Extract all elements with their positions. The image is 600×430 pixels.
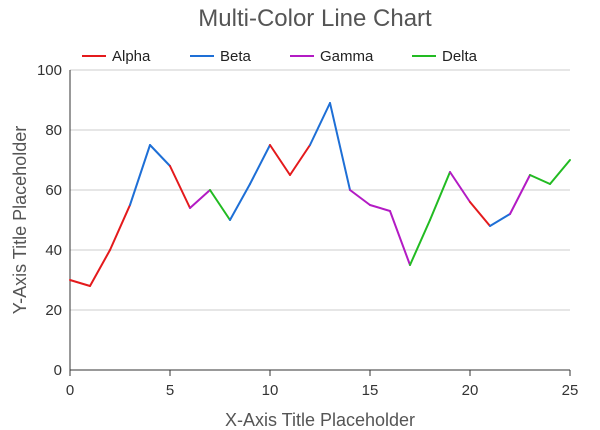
legend: Alpha Beta Gamma Delta <box>82 48 478 65</box>
y-tick-label: 20 <box>45 302 62 319</box>
line-segment-gamma <box>369 204 391 212</box>
x-tick-label: 10 <box>262 382 279 399</box>
line-segment-beta <box>129 144 151 206</box>
line-segment-beta <box>249 144 271 185</box>
legend-label: Delta <box>442 48 478 65</box>
y-axis-title: Y-Axis Title Placeholder <box>10 126 30 314</box>
line-segment-alpha <box>269 144 291 176</box>
line-segment-gamma <box>189 189 211 209</box>
legend-label: Gamma <box>320 48 374 65</box>
line-segment-delta <box>529 174 551 185</box>
line-segment-gamma <box>449 171 471 203</box>
line-segment-delta <box>409 219 431 266</box>
line-segment-gamma <box>349 189 371 206</box>
axes <box>69 70 571 376</box>
legend-label: Alpha <box>112 48 151 65</box>
x-tick-label: 25 <box>562 382 579 399</box>
line-segment-alpha <box>469 201 491 227</box>
y-tick-label: 40 <box>45 242 62 259</box>
line-segment-alpha <box>69 279 91 287</box>
x-tick-label: 20 <box>462 382 479 399</box>
chart-title: Multi-Color Line Chart <box>198 5 432 32</box>
legend-item-beta[interactable]: Beta <box>190 48 252 65</box>
legend-label: Beta <box>220 48 252 65</box>
line-segment-gamma <box>509 174 531 215</box>
gridlines <box>70 69 570 311</box>
x-tick-label: 0 <box>66 382 74 399</box>
legend-item-gamma[interactable]: Gamma <box>290 48 374 65</box>
line-segment-alpha <box>109 204 131 251</box>
tick-labels: 0 20 40 60 80 100 0 5 10 15 20 25 <box>37 62 578 399</box>
line-segment-alpha <box>169 165 191 209</box>
x-axis-title: X-Axis Title Placeholder <box>225 410 415 430</box>
line-segment-alpha <box>289 144 311 176</box>
line-segment-beta <box>489 213 511 227</box>
y-tick-label: 0 <box>54 362 62 379</box>
line-segment-beta <box>149 144 171 167</box>
legend-item-alpha[interactable]: Alpha <box>82 48 151 65</box>
line-segment-gamma <box>389 210 411 266</box>
line-segment-delta <box>549 159 571 185</box>
line-segment-alpha <box>89 249 111 287</box>
legend-item-delta[interactable]: Delta <box>412 48 478 65</box>
line-segment-delta <box>209 189 231 221</box>
y-tick-label: 60 <box>45 182 62 199</box>
line-segment-beta <box>229 183 251 221</box>
line-segment-beta <box>309 102 331 146</box>
line-segments <box>69 102 571 287</box>
x-tick-label: 15 <box>362 382 379 399</box>
line-segment-delta <box>429 171 451 221</box>
y-tick-label: 80 <box>45 122 62 139</box>
y-tick-label: 100 <box>37 62 62 79</box>
x-tick-label: 5 <box>166 382 174 399</box>
line-segment-beta <box>329 102 351 191</box>
